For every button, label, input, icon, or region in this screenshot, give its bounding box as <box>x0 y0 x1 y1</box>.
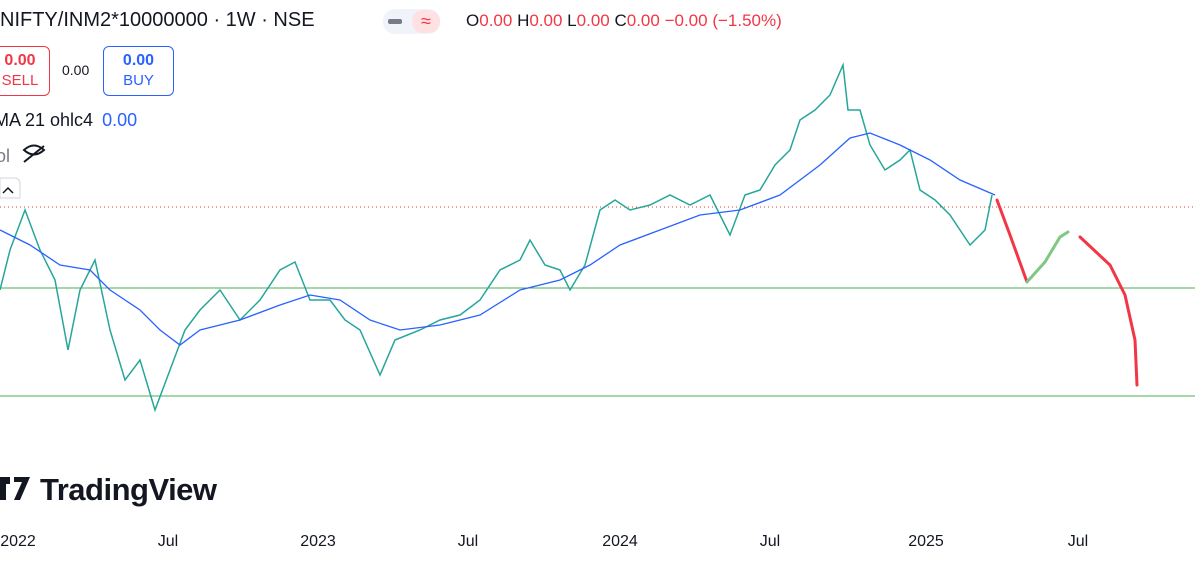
time-label: Jul <box>1067 533 1089 550</box>
time-label: 2022 <box>0 533 36 550</box>
sell-price: 0.00 <box>4 52 36 69</box>
time-label: Jul <box>759 533 781 550</box>
buy-price: 0.00 <box>122 52 155 69</box>
time-label: Jul <box>457 533 479 550</box>
time-label: 2025 <box>908 533 944 550</box>
sell-label: SELL <box>1 72 39 89</box>
icon <box>388 19 402 24</box>
eye-off-icon[interactable] <box>22 144 46 163</box>
logo-mark <box>0 477 30 500</box>
spread: 0.00 <box>62 62 90 78</box>
moving-average <box>0 132 996 346</box>
drawing <box>1025 230 1070 284</box>
indicator-name: MA 21 ohlc4 <box>0 110 94 130</box>
ohlc-key: O <box>466 11 480 30</box>
time-label: Jul <box>157 533 179 550</box>
time-label: 2024 <box>602 533 638 550</box>
ohlc-value: 0.00 <box>529 11 563 30</box>
buy-button[interactable]: 0.00 BUY <box>103 46 174 96</box>
collapse-button[interactable] <box>0 177 21 199</box>
ohlc-key: C <box>614 11 627 30</box>
icon <box>412 10 440 33</box>
icon: ≈ <box>421 11 431 31</box>
ohlc-value: 0.00 <box>479 11 513 30</box>
ohlc-key: L <box>567 11 577 30</box>
indicator-value: 0.00 <box>102 110 138 130</box>
symbol: NIFTY/INM2*10000000 · 1W · NSE <box>0 9 315 31</box>
indicator: MA 21 ohlc4 0.00 <box>0 110 137 131</box>
ohlc: O0.00 H0.00 L0.00 C0.00 −0.00 (−1.50%) <box>466 11 782 31</box>
change: −0.00 (−1.50%) <box>664 11 782 30</box>
ohlc-value: 0.00 <box>576 11 610 30</box>
indicator-name: ol <box>0 146 11 166</box>
ohlc-key: H <box>517 11 530 30</box>
drawing <box>995 198 1029 284</box>
ohlc-value: 0.00 <box>626 11 660 30</box>
chevron <box>2 186 14 194</box>
sell-button[interactable]: 0.00 SELL <box>0 46 50 96</box>
price-path <box>0 62 993 413</box>
buy-label: BUY <box>123 72 154 89</box>
logo: TradingView <box>40 472 217 507</box>
time-label: 2023 <box>300 533 336 550</box>
drawing <box>1078 235 1139 387</box>
